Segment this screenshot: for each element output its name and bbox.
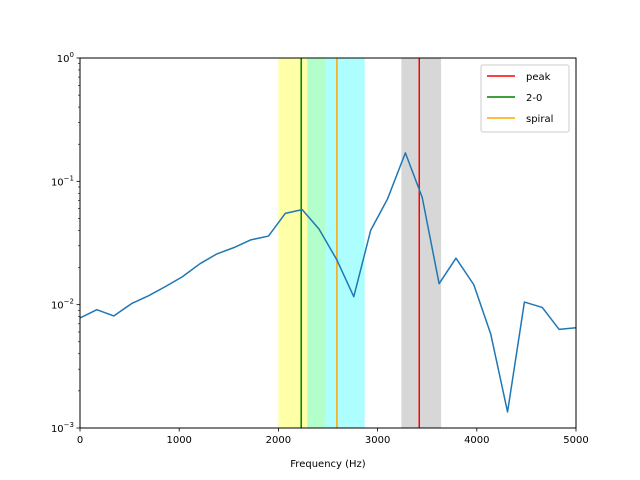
legend-label-1: 2-0 [526,93,542,104]
y-tick-label: 10−2 [51,298,74,312]
y-axis: 10−3 10−2 10−1 100 [51,51,80,435]
x-tick-label: 0 [77,435,83,446]
x-tick-label: 3000 [365,435,390,446]
y-tick-label: 10−3 [51,421,74,435]
x-tick-label: 5000 [563,435,588,446]
vertical-marker-lines [300,58,421,428]
shaded-band-2 [325,58,365,428]
y-tick-label: 10−1 [51,174,74,188]
legend-frame [480,64,570,133]
legend-label-2: spiral [526,114,553,125]
x-tick-label: 4000 [464,435,489,446]
y-tick-label: 100 [57,51,74,65]
x-axis: 0 1000 2000 3000 4000 5000 [77,428,589,446]
x-tick-label: 2000 [266,435,291,446]
shaded-bands [278,58,442,428]
x-axis-title: Frequency (Hz) [290,459,366,470]
shaded-band-1 [307,58,326,428]
shaded-band-3 [401,58,442,428]
series-line-0 [80,152,576,413]
legend: peak 2-0 spiral [480,64,570,133]
legend-label-0: peak [526,72,551,83]
data-series [80,152,576,413]
shaded-band-0 [278,58,308,428]
plot-frame [79,57,577,429]
x-tick-label: 1000 [166,435,191,446]
